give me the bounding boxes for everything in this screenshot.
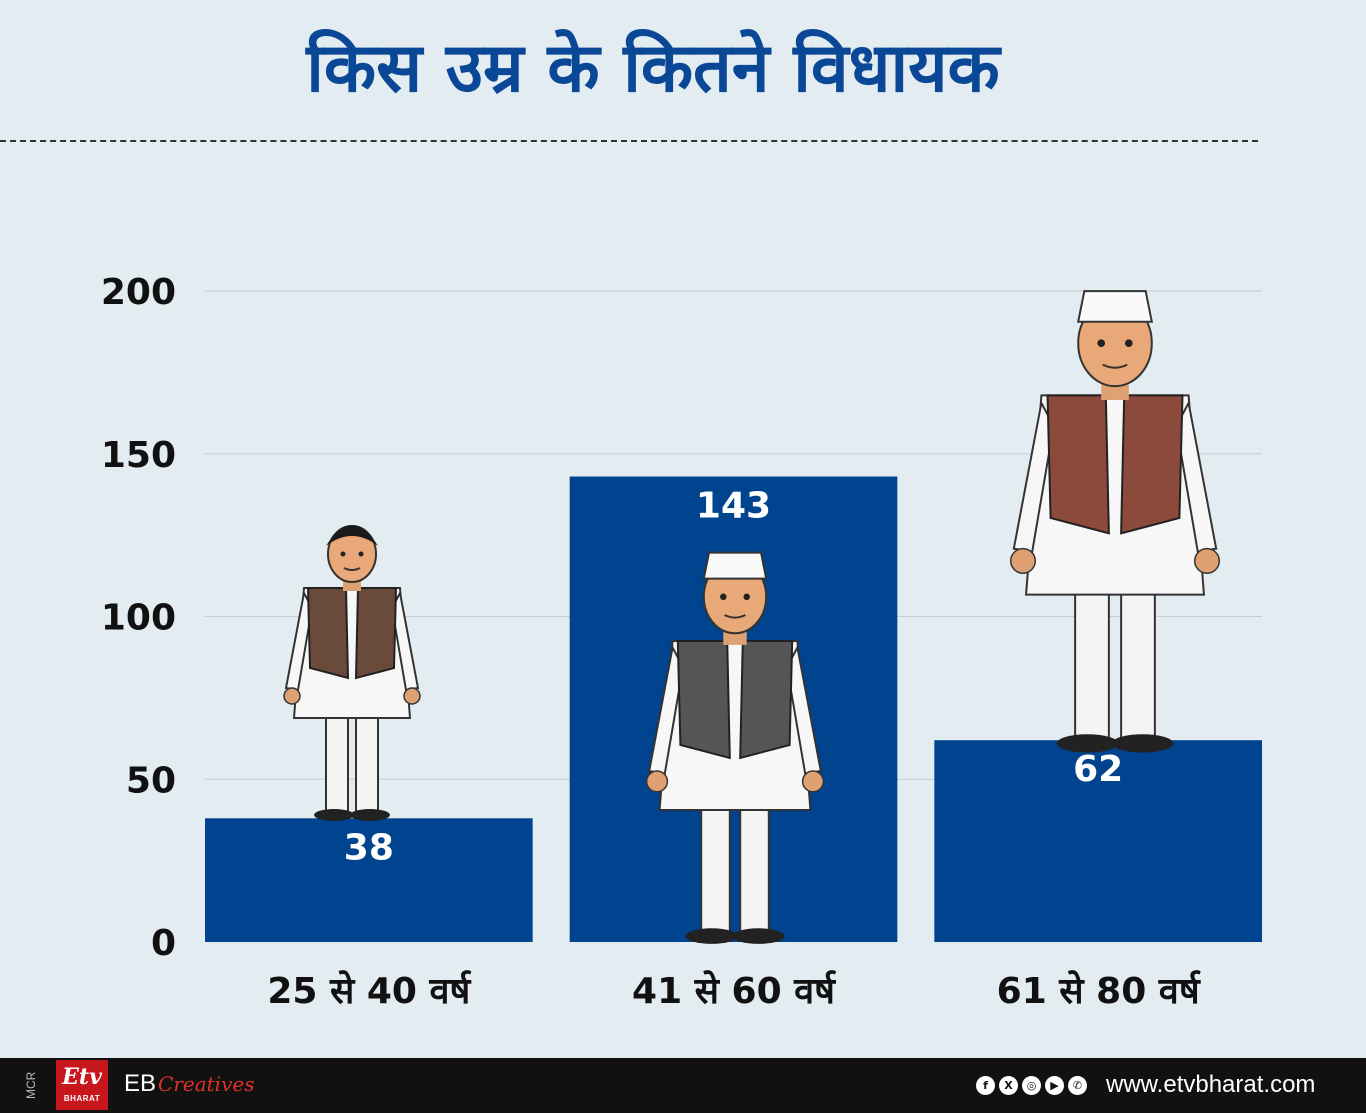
chart-title: किस उम्र के कितने विधायक xyxy=(306,29,1000,108)
x-category-label: 41 से 60 वर्ष xyxy=(632,970,837,1012)
footer-bar: MCR Etv BHARAT EB Creatives f X ◎ ▶ ✆ www… xyxy=(0,1058,1366,1113)
x-category-label: 61 से 80 वर्ष xyxy=(997,970,1202,1012)
title-divider xyxy=(0,140,1258,142)
middle-aged-leader-figure xyxy=(645,551,825,944)
bar-chart: 0 50 100 150 200 38 25 से 40 वर्ष 143 41 से 60 व… xyxy=(101,272,1262,1012)
whatsapp-icon[interactable]: ✆ xyxy=(1068,1076,1087,1095)
bar-value-label: 62 xyxy=(1073,749,1123,790)
website-link[interactable]: www.etvbharat.com xyxy=(1106,1071,1316,1098)
y-tick-label: 0 xyxy=(151,923,176,964)
bar xyxy=(934,740,1262,942)
x-icon[interactable]: X xyxy=(999,1076,1018,1095)
young-leader-figure xyxy=(283,525,421,821)
bar-value-label: 143 xyxy=(696,486,771,527)
elderly-leader-figure xyxy=(1009,290,1221,753)
bar-value-label: 38 xyxy=(344,827,394,868)
instagram-icon[interactable]: ◎ xyxy=(1022,1076,1041,1095)
eb-creatives-brand: EB Creatives xyxy=(124,1070,255,1097)
y-tick-label: 50 xyxy=(126,760,176,801)
x-category-label: 25 से 40 वर्ष xyxy=(267,970,472,1012)
social-icons: f X ◎ ▶ ✆ xyxy=(976,1076,1087,1096)
y-tick-label: 200 xyxy=(101,272,176,313)
youtube-icon[interactable]: ▶ xyxy=(1045,1076,1064,1095)
mcr-label: MCR xyxy=(24,1071,38,1099)
y-tick-label: 100 xyxy=(101,598,176,639)
bar xyxy=(205,818,533,942)
facebook-icon[interactable]: f xyxy=(976,1076,995,1095)
etv-bharat-logo: Etv BHARAT xyxy=(56,1060,108,1110)
y-tick-label: 150 xyxy=(101,435,176,476)
